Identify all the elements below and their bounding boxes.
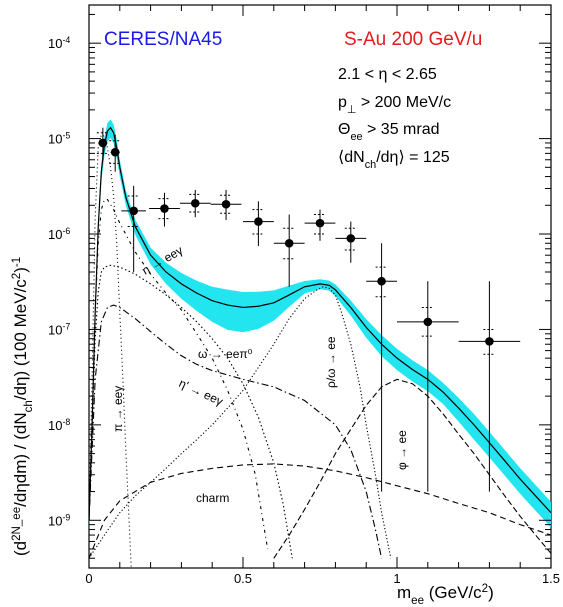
x-tick-label: 1.5 [542, 571, 560, 586]
data-marker [284, 238, 294, 248]
data-marker [423, 317, 433, 327]
data-marker [129, 206, 138, 216]
data-point-6 [243, 201, 274, 246]
data-point-7 [273, 214, 305, 287]
components-layer [89, 133, 551, 568]
data-marker [254, 217, 263, 226]
data-point-3 [149, 192, 180, 227]
data-marker [160, 204, 169, 213]
data-point-5 [210, 189, 242, 221]
data-marker [485, 337, 494, 346]
total-cocktail-line [89, 126, 551, 521]
component-curve-0 [89, 198, 269, 550]
x-axis-label: mee (GeV/c2) [397, 583, 494, 607]
axis-ticks-layer: 0 0.5 1 1.5 10-9 10-8 10-7 10-6 10-5 10-4 [48, 5, 560, 586]
data-marker [315, 218, 325, 228]
data-point-1 [109, 134, 122, 172]
data-point-12 [458, 281, 521, 492]
y-axis-title: (d2N_ee/dηdm) / (dNch/dη) (100 MeV/c2)-1 [11, 257, 35, 556]
data-point-10 [366, 243, 397, 492]
data-marker [190, 198, 200, 208]
cut-line-3: ⟨dNch/dη⟩ = 125 [338, 149, 450, 171]
y-tick-label: 10-6 [48, 226, 70, 242]
data-point-11 [397, 281, 459, 492]
data-point-4 [179, 189, 211, 218]
experiment-label: CERES/NA45 [104, 29, 222, 50]
y-axis-label: (d2N_ee/dηdm) / (dNch/dη) (100 MeV/c2)-1 [11, 257, 35, 556]
x-tick-label: 0 [85, 571, 92, 586]
component-label-4: ρ/ω → ee [324, 336, 338, 388]
y-tick-label: 10-4 [48, 35, 70, 51]
component-label-5: φ → ee [395, 430, 409, 470]
data-marker [98, 138, 108, 148]
cut-line-2: Θee > 35 mrad [338, 121, 440, 143]
data-marker [221, 199, 231, 209]
y-tick-label: 10-9 [48, 512, 70, 528]
cuts-block: 2.1 < η < 2.65 p⊥ > 200 MeV/c Θee > 35 mra… [338, 66, 451, 171]
data-points-layer [96, 127, 521, 492]
x-tick-label: 0.5 [234, 571, 252, 586]
component-curve-5 [273, 378, 551, 559]
x-axis-title: mee (GeV/c2) [397, 583, 494, 607]
data-point-0 [96, 127, 109, 160]
component-label-6: charm [196, 491, 229, 505]
component-label-3: π → eeγ [111, 386, 125, 432]
total-cocktail-layer [89, 126, 551, 521]
data-point-8 [304, 209, 336, 241]
data-marker [346, 234, 356, 243]
x-tick-label: 1 [393, 571, 400, 586]
data-marker [377, 276, 386, 286]
y-tick-label: 10-8 [48, 417, 70, 433]
y-tick-label: 10-5 [48, 131, 70, 147]
system-label: S-Au 200 GeV/u [344, 29, 482, 50]
component-curve-4 [89, 286, 392, 559]
component-curve-3 [89, 304, 383, 559]
data-point-9 [335, 221, 367, 263]
y-tick-label: 10-7 [48, 321, 70, 337]
data-marker [110, 147, 120, 157]
component-label-1: ω → eeπ⁰ [198, 347, 253, 361]
cut-line-0: 2.1 < η < 2.65 [338, 66, 437, 83]
component-curve-2 [89, 264, 293, 559]
data-point-2 [121, 185, 146, 272]
cut-line-1: p⊥ > 200 MeV/c [338, 94, 451, 116]
